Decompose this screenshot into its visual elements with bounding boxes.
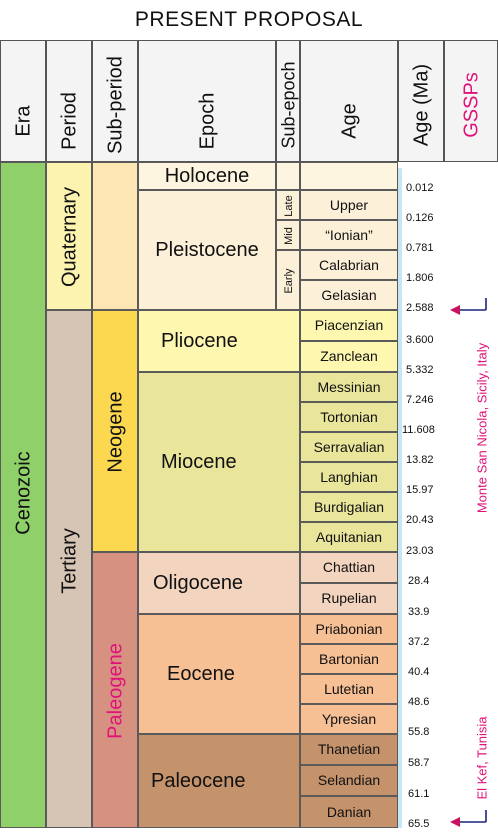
tick-label: 5.332 [406,364,434,376]
era-cenozoic: Cenozoic [0,162,46,828]
diagram-title: PRESENT PROPOSAL [134,8,364,31]
age-cell: Chattian [300,552,398,583]
subepoch-mid: Mid [276,220,300,250]
epoch-miocene: Miocene [138,372,300,552]
tick-label: 40.4 [408,666,430,678]
age-cell: Upper [300,190,398,220]
tick-label: 2.588 [406,302,434,314]
tick-label: 23.03 [406,545,434,557]
epoch-eocene: Eocene [138,614,300,734]
age-cell: Thanetian [300,734,398,765]
age-cell: Selandian [300,765,398,796]
tick-label: 15.97 [406,484,434,496]
age-cell: Langhian [300,462,398,492]
age-cell: Messinian [300,372,398,402]
tick-label: 0.012 [406,182,434,194]
header-period: Period [46,40,92,162]
age-cell: Lutetian [300,674,398,704]
header-subepoch: Sub-epoch [276,40,300,162]
age-cell: Serravalian [300,432,398,462]
tick-label: 58.7 [408,757,430,769]
age-cell: Bartonian [300,644,398,674]
header-age-ma: Age (Ma) [398,40,444,162]
age-cell: Aquitanian [300,522,398,552]
tick-label: 0.126 [406,212,434,224]
tick-label: 7.246 [406,394,434,406]
tick-label: 20.43 [406,514,434,526]
subperiod-paleogene: Paleogene [92,552,138,828]
header-epoch: Epoch [138,40,276,162]
epoch-pleistocene: Pleistocene [138,190,276,310]
age-cell: “Ionian” [300,220,398,250]
age-cell: Gelasian [300,280,398,310]
header-era: Era [0,40,46,162]
epoch-holocene: Holocene [138,162,276,190]
age-cell: Zanclean [300,341,398,372]
gssp-markers [450,298,487,827]
gssp-marker-danian [450,810,487,827]
gssp-label-monte-san-nicola: Monte San Nicola, Sicily, Italy [474,342,490,514]
subperiod-quaternary-blank [92,162,138,310]
age-cell: Burdigalian [300,492,398,522]
age-cell: Rupelian [300,583,398,614]
tick-label: 61.1 [408,788,430,800]
age-cell: Ypresian [300,704,398,734]
age-ma-column: 0.012 0.126 0.781 1.806 2.588 3.600 5.33… [398,162,444,830]
header-gssps: GSSPs [444,40,498,162]
age-ma-scale-bar [398,168,402,828]
gssp-marker-gelasian [450,298,487,315]
subepoch-holocene-blank [276,162,300,190]
tick-label: 55.8 [408,726,430,738]
subepoch-early: Early [276,250,300,310]
tick-label: 37.2 [408,636,430,648]
age-holocene-blank [300,162,398,190]
epoch-paleocene: Paleocene [138,734,300,828]
age-cell: Tortonian [300,402,398,432]
age-cell: Danian [300,796,398,828]
tick-label: 11.608 [402,424,435,436]
header-age: Age [300,40,398,162]
age-cell: Piacenzian [300,310,398,341]
subepoch-late: Late [276,190,300,220]
header-subperiod: Sub-period [92,40,138,162]
gssp-label-el-kef: El Kef, Tunisia [474,716,490,800]
period-tertiary: Tertiary [46,310,92,828]
tick-label: 1.806 [406,272,434,284]
tick-label: 13.82 [406,454,434,466]
tick-label: 28.4 [408,575,430,587]
tick-label: 48.6 [408,696,430,708]
subperiod-neogene: Neogene [92,310,138,552]
tick-label: 3.600 [406,334,434,346]
tick-label: 65.5 [408,818,430,830]
epoch-pliocene: Pliocene [138,310,300,372]
tick-label: 33.9 [408,606,430,618]
epoch-oligocene: Oligocene [138,552,300,614]
period-quaternary: Quaternary [46,162,92,310]
age-cell: Calabrian [300,250,398,280]
age-cell: Priabonian [300,614,398,644]
tick-label: 0.781 [406,242,434,254]
